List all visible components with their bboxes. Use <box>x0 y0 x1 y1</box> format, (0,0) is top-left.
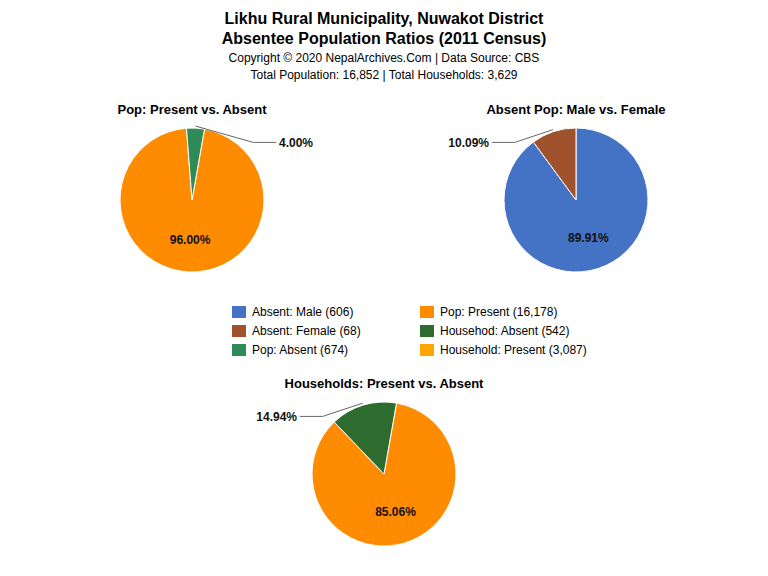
pie-title: Pop: Present vs. Absent <box>117 102 267 117</box>
legend-swatch <box>420 325 434 337</box>
legend-swatch <box>232 306 246 318</box>
data-label: 14.94% <box>256 410 297 424</box>
pie-slice <box>120 128 264 272</box>
leader-line <box>300 403 362 416</box>
legend-label: Household: Present (3,087) <box>440 343 587 357</box>
data-labels: 96.00% 4.00% <box>170 126 314 247</box>
pie-slice <box>186 128 204 200</box>
title: Likhu Rural Municipality, Nuwakot Distri… <box>225 10 545 27</box>
legend-swatch <box>420 344 434 356</box>
legend-swatch <box>420 306 434 318</box>
legend-item: Pop: Absent (674) <box>232 343 348 357</box>
pie-slice <box>504 128 648 272</box>
slices <box>312 402 456 546</box>
legend-item: Absent: Male (606) <box>232 305 353 319</box>
pie-chart: Absent Pop: Male vs. Female 89.91% 10.09% <box>448 102 665 272</box>
data-labels: 85.06% 14.94% <box>256 403 416 519</box>
annotation: Total Population: 16,852 | Total Househo… <box>250 68 517 82</box>
data-label: 96.00% <box>170 233 211 247</box>
chart: Likhu Rural Municipality, Nuwakot Distri… <box>0 0 768 576</box>
pie-chart: Households: Present vs. Absent 85.06% 14.9… <box>256 376 484 546</box>
data-label: 4.00% <box>279 136 313 150</box>
pie-slice <box>533 128 576 200</box>
header: Likhu Rural Municipality, Nuwakot Distri… <box>222 10 547 82</box>
annotation: Copyright © 2020 NepalArchives.Com | Dat… <box>229 51 540 65</box>
leader-line <box>492 130 553 143</box>
legend-label: Absent: Male (606) <box>252 305 353 319</box>
data-label: 10.09% <box>448 136 489 150</box>
pie-chart: Pop: Present vs. Absent 96.00% 4.00% <box>117 102 313 272</box>
subtitle: Absentee Population Ratios (2011 Census) <box>222 30 547 47</box>
slices <box>120 128 264 272</box>
legend-item: Absent: Female (68) <box>232 324 361 338</box>
slices <box>504 128 648 272</box>
pie-title: Absent Pop: Male vs. Female <box>486 102 665 117</box>
data-label: 85.06% <box>375 505 416 519</box>
legend-item: Pop: Present (16,178) <box>420 305 557 319</box>
legend-swatch <box>232 344 246 356</box>
pie-title: Households: Present vs. Absent <box>285 376 485 391</box>
legend: Absent: Male (606) Absent: Female (68) Pop… <box>232 305 587 357</box>
data-label: 89.91% <box>568 231 609 245</box>
legend-label: Pop: Absent (674) <box>252 343 348 357</box>
pie-slice <box>334 402 396 474</box>
data-labels: 89.91% 10.09% <box>448 130 609 245</box>
legend-label: Absent: Female (68) <box>252 324 361 338</box>
legend-label: Househod: Absent (542) <box>440 324 569 338</box>
legend-item: Househod: Absent (542) <box>420 324 569 338</box>
legend-label: Pop: Present (16,178) <box>440 305 557 319</box>
leader-line <box>196 126 276 142</box>
legend-item: Household: Present (3,087) <box>420 343 587 357</box>
legend-swatch <box>232 325 246 337</box>
